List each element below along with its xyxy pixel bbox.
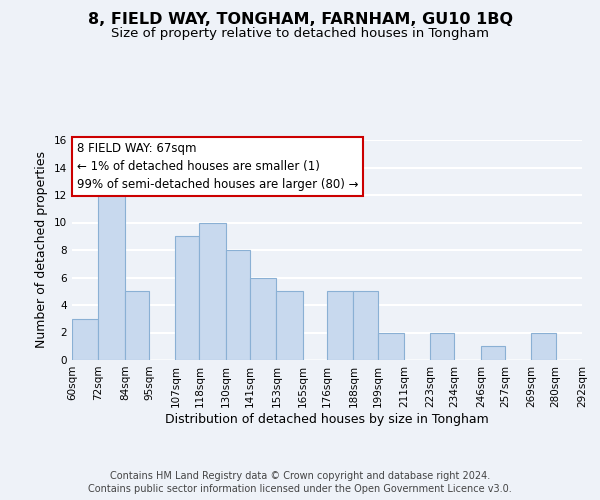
Bar [327, 291, 353, 360]
Bar [175, 236, 199, 360]
Bar [250, 278, 277, 360]
Bar [226, 250, 250, 360]
Bar [125, 291, 149, 360]
Bar [532, 332, 556, 360]
Y-axis label: Number of detached properties: Number of detached properties [35, 152, 49, 348]
Text: Size of property relative to detached houses in Tongham: Size of property relative to detached ho… [111, 28, 489, 40]
X-axis label: Distribution of detached houses by size in Tongham: Distribution of detached houses by size … [165, 412, 489, 426]
Text: Contains public sector information licensed under the Open Government Licence v3: Contains public sector information licen… [88, 484, 512, 494]
Text: 8, FIELD WAY, TONGHAM, FARNHAM, GU10 1BQ: 8, FIELD WAY, TONGHAM, FARNHAM, GU10 1BQ [88, 12, 512, 28]
Bar [430, 332, 454, 360]
Bar [199, 222, 226, 360]
Bar [277, 291, 303, 360]
Bar [98, 181, 125, 360]
Bar [481, 346, 505, 360]
Bar [72, 319, 98, 360]
Text: 8 FIELD WAY: 67sqm
← 1% of detached houses are smaller (1)
99% of semi-detached : 8 FIELD WAY: 67sqm ← 1% of detached hous… [77, 142, 359, 191]
Bar [377, 332, 404, 360]
Text: Contains HM Land Registry data © Crown copyright and database right 2024.: Contains HM Land Registry data © Crown c… [110, 471, 490, 481]
Bar [353, 291, 377, 360]
